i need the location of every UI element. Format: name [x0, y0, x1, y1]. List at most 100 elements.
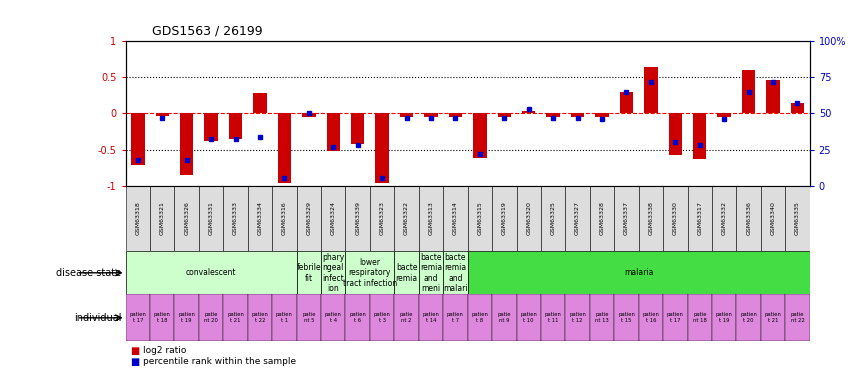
Text: GSM63313: GSM63313: [429, 201, 434, 236]
Text: patien
t 12: patien t 12: [569, 312, 586, 323]
Text: patie
nt 20: patie nt 20: [204, 312, 218, 323]
Text: GSM63328: GSM63328: [599, 201, 604, 236]
Bar: [590, 294, 614, 341]
Text: patien
t 6: patien t 6: [349, 312, 366, 323]
Text: patien
t 21: patien t 21: [765, 312, 781, 323]
Bar: [669, 113, 682, 154]
Bar: [791, 103, 805, 113]
Bar: [419, 294, 443, 341]
Text: GSM63327: GSM63327: [575, 201, 580, 236]
Bar: [174, 186, 199, 251]
Bar: [492, 186, 516, 251]
Text: GSM63321: GSM63321: [159, 201, 165, 236]
Text: GSM63340: GSM63340: [771, 201, 776, 236]
Bar: [663, 294, 688, 341]
Bar: [199, 186, 223, 251]
Bar: [321, 186, 346, 251]
Bar: [571, 113, 585, 117]
Bar: [638, 294, 663, 341]
Bar: [443, 294, 468, 341]
Text: patien
t 14: patien t 14: [423, 312, 439, 323]
Bar: [326, 113, 340, 151]
Text: ■: ■: [130, 346, 139, 355]
Text: patie
nt 18: patie nt 18: [693, 312, 707, 323]
Bar: [223, 294, 248, 341]
Bar: [742, 70, 755, 113]
Bar: [688, 186, 712, 251]
Bar: [443, 186, 468, 251]
Bar: [229, 113, 242, 139]
Text: GSM63324: GSM63324: [331, 201, 336, 236]
Bar: [620, 92, 633, 113]
Bar: [595, 113, 609, 117]
Text: GSM63325: GSM63325: [551, 201, 556, 236]
Bar: [321, 294, 346, 341]
Bar: [565, 186, 590, 251]
Text: patien
t 7: patien t 7: [447, 312, 464, 323]
Text: GSM63319: GSM63319: [501, 201, 507, 236]
Bar: [400, 113, 413, 117]
Bar: [199, 294, 223, 341]
Text: patien
t 4: patien t 4: [325, 312, 342, 323]
Text: GSM63329: GSM63329: [307, 201, 311, 236]
Text: GSM63334: GSM63334: [257, 201, 262, 236]
Text: patien
t 18: patien t 18: [154, 312, 171, 323]
Text: convalescent: convalescent: [186, 268, 236, 278]
Bar: [131, 113, 145, 165]
Text: bacte
remia
and
meni: bacte remia and meni: [420, 253, 442, 293]
Text: GSM63330: GSM63330: [673, 201, 678, 236]
Text: patien
t 19: patien t 19: [716, 312, 733, 323]
Text: GSM63337: GSM63337: [624, 201, 629, 236]
Text: GSM63335: GSM63335: [795, 201, 800, 236]
Text: GSM63326: GSM63326: [184, 201, 189, 236]
Text: GSM63332: GSM63332: [721, 201, 727, 236]
Bar: [346, 186, 370, 251]
Text: percentile rank within the sample: percentile rank within the sample: [143, 357, 296, 366]
Text: patien
t 1: patien t 1: [276, 312, 293, 323]
Bar: [638, 186, 663, 251]
Bar: [766, 80, 779, 113]
Bar: [296, 251, 321, 294]
Text: febrile
fit: febrile fit: [296, 263, 321, 282]
Text: patie
nt 13: patie nt 13: [595, 312, 609, 323]
Text: GSM63318: GSM63318: [135, 202, 140, 236]
Text: disease state: disease state: [56, 268, 121, 278]
Text: patien
t 15: patien t 15: [618, 312, 635, 323]
Bar: [785, 186, 810, 251]
Text: GSM63317: GSM63317: [697, 201, 702, 236]
Bar: [492, 294, 516, 341]
Bar: [736, 294, 761, 341]
Text: GSM63316: GSM63316: [282, 202, 287, 236]
Bar: [468, 294, 492, 341]
Bar: [541, 186, 565, 251]
Bar: [541, 294, 565, 341]
Bar: [150, 294, 174, 341]
Bar: [156, 113, 169, 116]
Text: GSM63320: GSM63320: [527, 201, 531, 236]
Bar: [761, 294, 785, 341]
Bar: [394, 251, 419, 294]
Text: GSM63331: GSM63331: [209, 201, 214, 236]
Bar: [443, 251, 468, 294]
Bar: [468, 186, 492, 251]
Bar: [126, 294, 150, 341]
Bar: [346, 294, 370, 341]
Text: patie
nt 5: patie nt 5: [302, 312, 315, 323]
Text: GDS1563 / 26199: GDS1563 / 26199: [152, 24, 262, 38]
Bar: [565, 294, 590, 341]
Text: individual: individual: [74, 313, 121, 323]
Bar: [321, 251, 346, 294]
Bar: [614, 294, 638, 341]
Bar: [516, 294, 541, 341]
Text: patien
t 20: patien t 20: [740, 312, 757, 323]
Bar: [180, 113, 193, 175]
Bar: [278, 113, 291, 183]
Bar: [394, 186, 419, 251]
Bar: [394, 294, 419, 341]
Bar: [663, 186, 688, 251]
Bar: [522, 111, 535, 113]
Text: patien
t 22: patien t 22: [251, 312, 268, 323]
Text: patie
nt 22: patie nt 22: [791, 312, 805, 323]
Bar: [126, 251, 296, 294]
Text: GSM63336: GSM63336: [746, 201, 751, 236]
